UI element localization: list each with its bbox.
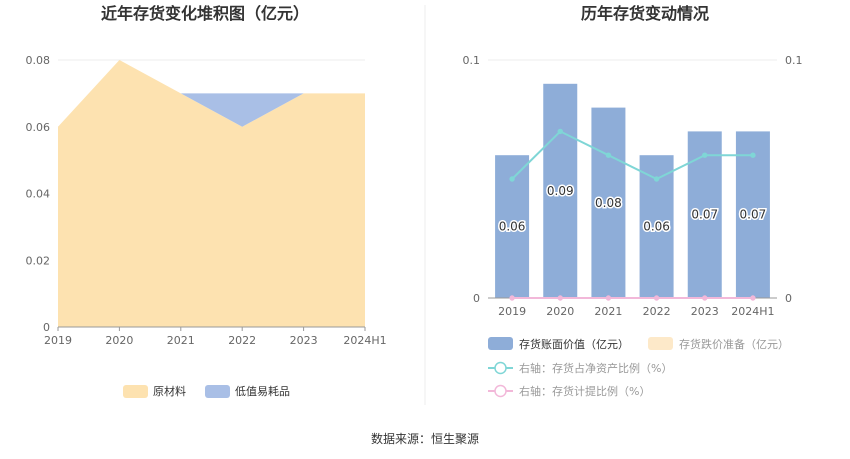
line-point [702, 152, 708, 158]
legend-label: 右轴：存货计提比例（%） [519, 384, 650, 398]
x-tick-label: 2024H1 [731, 305, 774, 318]
x-tick-label: 2021 [167, 334, 195, 347]
legend-swatch [205, 385, 230, 398]
bar-data-label: 0.07 [691, 208, 718, 222]
y-tick-label: 0.02 [26, 254, 51, 267]
line-point [605, 295, 612, 301]
line-point [653, 176, 660, 182]
x-tick-label: 2019 [44, 334, 72, 347]
line-point [653, 295, 660, 301]
x-tick-label: 2022 [643, 305, 671, 318]
y-left-tick-label: 0 [473, 292, 480, 305]
left-chart-title: 近年存货变化堆积图（亿元） [101, 4, 309, 23]
y-tick-label: 0.06 [26, 121, 51, 134]
line-point [557, 295, 563, 301]
x-tick-label: 2019 [498, 305, 526, 318]
bar-data-label: 0.07 [740, 208, 767, 222]
line-point [750, 295, 756, 301]
x-tick-label: 2021 [594, 305, 622, 318]
bar [543, 83, 578, 298]
line-point [509, 176, 515, 182]
y-tick-label: 0.04 [26, 188, 51, 201]
y-tick-label: 0.08 [26, 54, 51, 67]
legend-label: 存货跌价准备（亿元） [679, 337, 789, 351]
legend-label: 原材料 [153, 384, 186, 398]
bar-data-label: 0.06 [499, 220, 526, 234]
bar-data-label: 0.08 [595, 196, 622, 210]
y-right-tick-label: 0.1 [785, 54, 803, 67]
x-tick-label: 2024H1 [343, 334, 386, 347]
left-chart: 0 0.02 0.04 0.06 0.08 2019 2020 2021 2022 2023 202… [26, 54, 387, 398]
legend-label: 存货账面价值（亿元） [519, 337, 629, 351]
line-point [509, 295, 515, 301]
source-note: 数据来源：恒生聚源 [371, 431, 479, 446]
line-series-2 [511, 130, 753, 181]
y-right-tick-label: 0 [785, 292, 792, 305]
legend-label: 右轴：存货占净资产比例（%） [519, 361, 672, 375]
legend-marker [494, 384, 507, 398]
y-left-tick-label: 0.1 [463, 54, 481, 67]
bar-data-label: 0.06 [643, 220, 670, 234]
area-series-1 [58, 60, 365, 127]
legend-marker [494, 361, 507, 375]
legend-swatch [488, 337, 513, 350]
y-tick-label: 0 [43, 321, 50, 334]
right-chart: 0 0.1 0 0.1 0.06 0.09 0.08 0.06 0.07 0.07 2019 2020… [463, 54, 803, 398]
bar [591, 107, 626, 298]
x-tick-label: 2023 [290, 334, 318, 347]
x-tick-label: 2022 [228, 334, 256, 347]
legend-swatch [123, 385, 148, 398]
legend-label: 低值易耗品 [235, 385, 290, 398]
line-point [557, 128, 563, 135]
line-point [750, 152, 756, 158]
bar-data-label: 0.09 [547, 184, 574, 198]
bar [687, 131, 722, 298]
right-chart-title: 历年存货变动情况 [581, 4, 709, 23]
area-series-0 [58, 60, 365, 327]
x-tick-label: 2020 [105, 334, 133, 347]
x-tick-label: 2023 [691, 305, 719, 318]
bar [735, 131, 770, 298]
line-point [605, 152, 612, 158]
line-point [702, 295, 708, 301]
legend-swatch [648, 337, 673, 350]
x-tick-label: 2020 [546, 305, 574, 318]
